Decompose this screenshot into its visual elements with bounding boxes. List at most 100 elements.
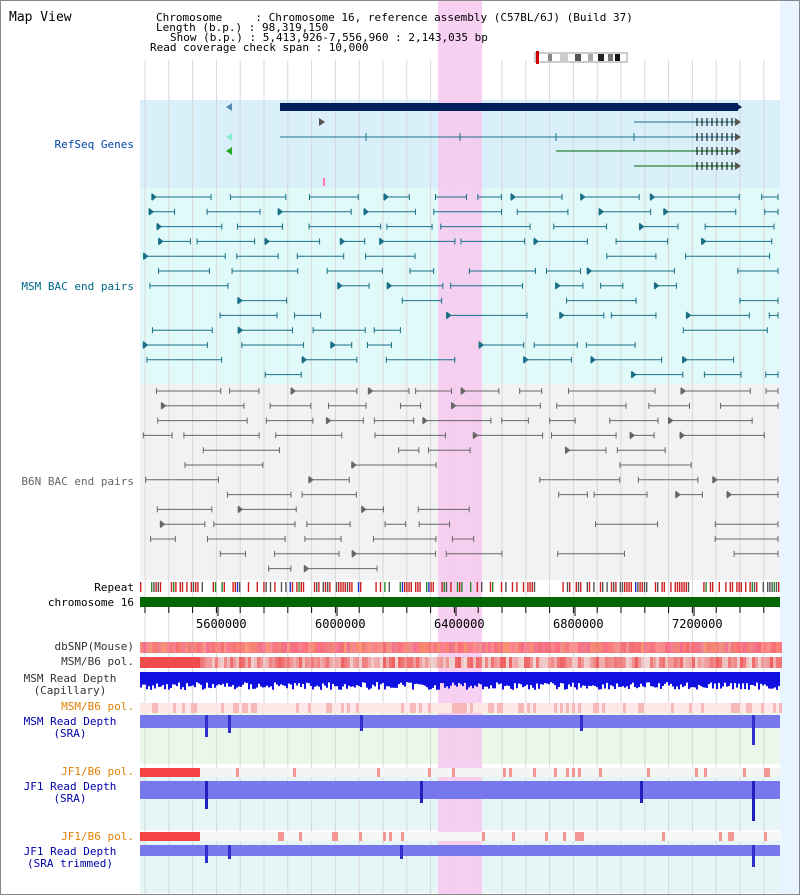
jf1-b6-pol2-cell [485,832,488,841]
dbsnp-cell [332,642,335,653]
track-label-msm-depth-cap[interactable]: MSM Read Depth (Capillary) [0,673,140,697]
msm-bac-pair-arrow [580,193,586,201]
msm-b6-pol-cell [473,657,476,668]
dbsnp-cell [410,642,413,653]
track-label-msm-depth-sra[interactable]: MSM Read Depth (SRA) [0,716,140,740]
jf1-b6-pol-cell [533,768,536,777]
jf1-b6-pol2-cell [404,832,407,841]
jf1-b6-pol2-cell [518,832,521,841]
msm-b6-pol-cell [353,657,356,668]
track-label-refseq[interactable]: RefSeq Genes [54,138,134,151]
repeat-mark [410,582,412,592]
msm-b6-pol2-cell [653,703,656,713]
gene-arrow [226,133,232,141]
jf1-b6-pol-cell [611,768,614,777]
repeat-mark [346,582,349,592]
msm-b6-pol2-cell [161,703,164,713]
track-label-jf1-depth-sra[interactable]: JF1 Read Depth (SRA) [0,781,140,805]
msm-cap-depth-bar [436,672,438,690]
msm-bac-pair-arrow [265,237,271,246]
repeat-mark [157,582,159,592]
repeat-mark [624,582,626,592]
msm-cap-depth-bar [544,672,546,684]
repeat-mark [599,582,602,592]
msm-b6-pol2-cell [536,703,539,713]
jf1-b6-pol-cell [506,768,509,777]
msm-cap-depth-bar [732,672,734,690]
msm-cap-depth-bar [654,672,656,688]
jf1-b6-pol2-cell [530,832,533,841]
repeat-mark [569,582,571,592]
dbsnp-cell [623,642,626,653]
msm-b6-pol-cell [776,657,779,668]
dbsnp-cell [260,642,263,653]
msm-cap-depth-bar [744,672,746,690]
dbsnp-cell [713,642,716,653]
jf1-b6-pol2-cell [719,832,722,841]
jf1-b6-pol2-cell [281,832,284,841]
track-label-msm-bac[interactable]: MSM BAC end pairs [21,280,134,293]
jf1-b6-pol-cell [668,768,671,777]
jf1-b6-pol2-cell [284,832,287,841]
track-label-repeat: Repeat [94,581,134,594]
msm-bac-pair-arrow [654,281,660,290]
jf1-b6-pol-cell [680,768,683,777]
msm-b6-pol-cell [659,657,662,668]
jf1-b6-pol2-cell [167,832,170,841]
dbsnp-cell [494,642,497,653]
track-label-jf1-depth-trim[interactable]: JF1 Read Depth (SRA trimmed) [0,846,140,870]
msm-b6-pol-cell [377,657,380,668]
repeat-mark [186,582,188,592]
repeat-mark [432,582,434,592]
track-label-msm-b6-pol[interactable]: MSM/B6 pol. [61,655,134,668]
repeat-mark [430,582,432,592]
track-label-dbsnp[interactable]: dbSNP(Mouse) [54,640,134,653]
dbsnp-cell [446,642,449,653]
msm-b6-pol-cell [419,657,422,668]
msm-b6-pol-cell [182,657,185,668]
jf1-b6-pol2-cell [146,832,149,841]
info-coverage-span: Read coverage check span : 10,000 [150,41,369,54]
jf1-b6-pol-cell [170,768,173,777]
track-label-jf1-depth-trim-line2: (SRA trimmed) [26,857,114,870]
jf1-b6-pol-cell [305,768,308,777]
jf1-b6-pol2-cell [626,832,629,841]
msm-b6-pol2-cell [716,703,719,713]
msm-cap-depth-bar [770,672,772,689]
track-label-msm-b6-pol-2[interactable]: MSM/B6 pol. [61,700,134,713]
repeat-mark [170,582,173,592]
track-label-b6n-bac[interactable]: B6N BAC end pairs [21,475,134,488]
jf1-b6-pol-cell [197,768,200,777]
msm-cap-depth-bar [776,672,778,690]
msm-b6-pol2-cell [179,703,182,713]
msm-b6-pol-cell [164,657,167,668]
dbsnp-cell [428,642,431,653]
msm-b6-pol-cell [656,657,659,668]
dbsnp-cell [653,642,656,653]
msm-cap-depth-bar [500,672,502,684]
repeat-mark [718,582,720,592]
jf1-b6-pol2-cell [452,832,455,841]
msm-b6-pol2-cell [164,703,167,713]
msm-bac-pair-arrow [650,193,656,201]
msm-b6-pol2-cell [617,703,620,713]
jf1-b6-pol-cell [230,768,233,777]
jf1-b6-pol-cell [569,768,572,777]
msm-b6-pol2-cell [299,703,302,713]
dbsnp-cell [344,642,347,653]
msm-cap-depth-bar [348,672,350,686]
track-label-jf1-pol[interactable]: JF1/B6 pol. [61,765,134,778]
jf1-b6-pol2-cell [338,832,341,841]
track-label-jf1-pol-2[interactable]: JF1/B6 pol. [61,830,134,843]
jf1-b6-pol-cell [776,768,779,777]
msm-cap-depth-bar [638,672,640,688]
msm-b6-pol2-cell [320,703,323,713]
dbsnp-cell [638,642,641,653]
dbsnp-cell [764,642,767,653]
msm-cap-depth-bar [760,672,762,684]
msm-cap-depth-bar [438,672,440,690]
track-label-msm-depth-sra-line2: (SRA) [53,727,87,740]
msm-b6-pol-cell [470,657,473,668]
b6n-bac-pair-arrow [308,475,314,484]
